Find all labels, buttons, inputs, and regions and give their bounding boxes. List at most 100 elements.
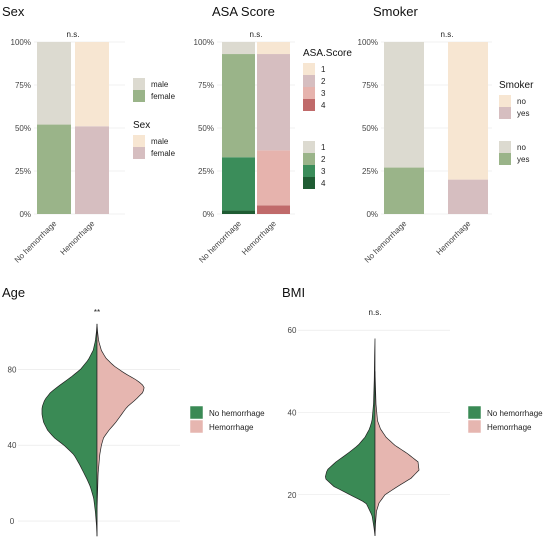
sex-significance-label: n.s. (67, 30, 80, 39)
bmi-legend-label: No hemorrhage (487, 409, 543, 418)
age-legend-label: Hemorrhage (209, 423, 254, 432)
age-legend-swatch (189, 419, 204, 434)
asa-significance-label: n.s. (250, 30, 263, 39)
asa-bar-segment (222, 54, 255, 158)
smoker-legend-label: yes (517, 109, 529, 118)
asa-bar-segment (257, 54, 290, 151)
smoker-legend-label: no (517, 97, 526, 106)
sex-legend-label: female (151, 149, 176, 158)
asa-legend-label: 3 (321, 89, 326, 98)
asa-legend-label: 1 (321, 143, 326, 152)
asa-legend-label: 2 (321, 77, 326, 86)
sex-x-tick-label: Hemorrhage (59, 219, 97, 257)
bmi-violin-hemorrhage (374, 371, 420, 536)
smoker-bar-segment (448, 42, 488, 180)
sex-legend-label: male (151, 137, 169, 146)
sex-bar-segment (37, 42, 71, 125)
smoker-y-tick-label: 100% (358, 38, 378, 47)
smoker-x-tick-label: Hemorrhage (435, 219, 473, 257)
smoker-legend-title: Smoker (499, 80, 534, 91)
sex-legend-swatch (133, 78, 145, 90)
asa-chart: ASA Score 0% 25% 50% 75% 100% n.s. No hemorrhag… (194, 4, 353, 265)
asa-legend-swatch (303, 99, 315, 111)
sex-y-tick-label: 0% (19, 210, 31, 219)
smoker-y-tick-label: 75% (362, 81, 378, 90)
asa-legend-swatch (303, 153, 315, 165)
sex-y-tick-label: 25% (15, 167, 31, 176)
age-violin-no-hemorrhage (41, 323, 98, 537)
sex-legend-swatch (133, 90, 145, 102)
asa-legend-label: 3 (321, 167, 326, 176)
asa-bar-segment (222, 210, 255, 214)
smoker-significance-label: n.s. (441, 30, 454, 39)
smoker-bar-segment (384, 42, 424, 168)
age-legend-swatch (189, 405, 204, 420)
asa-legend-swatch (303, 75, 315, 87)
asa-bar-segment (257, 205, 290, 214)
bmi-y-tick-label: 20 (288, 491, 297, 500)
sex-bar-segment (75, 42, 109, 127)
asa-y-tick-label: 100% (194, 38, 214, 47)
age-title: Age (2, 285, 25, 300)
asa-bar-segment (222, 42, 255, 55)
smoker-chart: Smoker 0% 25% 50% 75% 100% n.s. No hemorrhage He… (358, 4, 535, 265)
sex-legend-title: Sex (133, 120, 150, 131)
bmi-title: BMI (282, 285, 305, 300)
bmi-y-tick-label: 60 (288, 326, 297, 335)
smoker-y-tick-label: 25% (362, 167, 378, 176)
sex-chart: Sex 0% 25% 50% 75% 100% n.s. No hemorrhage Hemor… (2, 4, 176, 265)
asa-legend-label: 4 (321, 101, 326, 110)
bmi-significance-label: n.s. (369, 308, 382, 317)
asa-legend-swatch (303, 87, 315, 99)
smoker-legend-swatch (499, 153, 511, 165)
sex-legend-swatch (133, 135, 145, 147)
smoker-legend-swatch (499, 141, 511, 153)
smoker-x-tick-label: No hemorrhage (363, 219, 409, 265)
asa-y-tick-label: 0% (202, 210, 214, 219)
asa-title: ASA Score (212, 4, 275, 19)
asa-bar-segment (257, 150, 290, 206)
bmi-legend-swatch (467, 405, 482, 420)
sex-bar-segment (37, 124, 71, 214)
bmi-violin-no-hemorrhage (325, 338, 376, 536)
bmi-chart: BMI 20 40 60 n.s. No hemorrhage Hemorrhage (282, 285, 543, 536)
asa-legend-swatch (303, 141, 315, 153)
asa-bar-segment (257, 42, 290, 55)
sex-x-tick-label: No hemorrhage (13, 219, 59, 265)
smoker-legend-swatch (499, 107, 511, 119)
sex-legend-swatch (133, 147, 145, 159)
age-violin-hemorrhage (96, 323, 145, 537)
age-legend-label: No hemorrhage (209, 409, 265, 418)
asa-y-tick-label: 25% (198, 167, 214, 176)
asa-y-tick-label: 50% (198, 124, 214, 133)
asa-legend-swatch (303, 177, 315, 189)
smoker-bar-segment (384, 167, 424, 214)
sex-y-tick-label: 100% (11, 38, 31, 47)
smoker-y-tick-label: 0% (366, 210, 378, 219)
smoker-title: Smoker (373, 4, 418, 19)
smoker-legend-label: yes (517, 155, 529, 164)
bmi-legend-swatch (467, 419, 482, 434)
asa-legend-label: 1 (321, 65, 326, 74)
asa-legend-label: 4 (321, 179, 326, 188)
asa-y-tick-label: 75% (198, 81, 214, 90)
smoker-bar-segment (448, 179, 488, 214)
sex-bar-segment (75, 126, 109, 214)
asa-x-tick-label: Hemorrhage (240, 219, 278, 257)
sex-legend-label: female (151, 92, 176, 101)
age-y-tick-label: 80 (8, 365, 17, 374)
age-y-tick-label: 0 (10, 517, 15, 526)
age-chart: Age 0 40 80 ** No hemorrhage Hemorrhage (2, 285, 265, 537)
asa-legend-swatch (303, 165, 315, 177)
asa-legend-swatch (303, 63, 315, 75)
sex-title: Sex (2, 4, 25, 19)
smoker-legend-label: no (517, 143, 526, 152)
age-significance-label: ** (94, 308, 100, 317)
smoker-y-tick-label: 50% (362, 124, 378, 133)
smoker-legend-swatch (499, 95, 511, 107)
sex-y-tick-label: 50% (15, 124, 31, 133)
sex-y-tick-label: 75% (15, 81, 31, 90)
sex-legend-label: male (151, 80, 169, 89)
age-y-tick-label: 40 (8, 441, 17, 450)
